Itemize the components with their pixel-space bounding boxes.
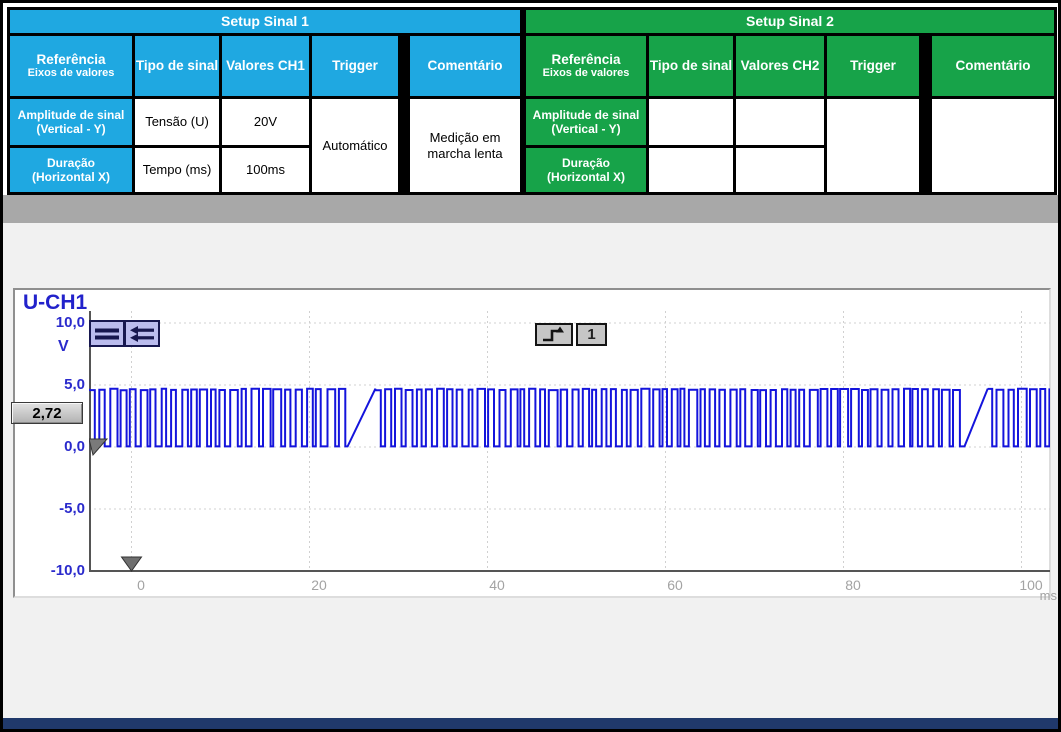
row-label-sub: (Vertical - Y) — [36, 122, 106, 136]
x-tick-80: 80 — [845, 577, 861, 593]
y-tick-0: 0,0 — [64, 438, 85, 455]
header-sub: Eixos de valores — [542, 67, 630, 80]
row-label-sub: (Horizontal X) — [547, 170, 625, 184]
column-header-tipo: Tipo de sinal — [649, 36, 733, 96]
status-bar — [3, 718, 1058, 729]
row-label: Amplitude de sinal — [17, 107, 125, 122]
double-left-arrow-icon — [130, 325, 154, 342]
row-label: Duração — [46, 155, 96, 170]
row-header-duracao: Duração (Horizontal X) — [10, 148, 132, 192]
cell-comentario-value[interactable] — [932, 99, 1054, 192]
row-label: Duração — [561, 155, 611, 170]
cell-tipo-amplitude[interactable]: Tensão (U) — [135, 99, 219, 145]
header-main: Referência — [551, 51, 621, 67]
header-main: Referência — [36, 51, 106, 67]
trigger-indicator: 1 — [535, 323, 607, 346]
table-title: Setup Sinal 2 — [526, 10, 1054, 33]
column-header-trigger: Trigger — [312, 36, 398, 96]
column-header-comentario: Comentário — [932, 36, 1054, 96]
row-header-amplitude: Amplitude de sinal (Vertical - Y) — [10, 99, 132, 145]
cell-trigger-value[interactable] — [827, 99, 919, 192]
trigger-channel-button[interactable]: 1 — [576, 323, 607, 346]
rising-edge-icon — [543, 326, 564, 342]
column-header-referencia: Referência Eixos de valores — [526, 36, 646, 96]
measured-value-readout[interactable]: 2,72 — [11, 402, 83, 424]
column-header-valores-ch1: Valores CH1 — [222, 36, 309, 96]
column-header-valores-ch2: Valores CH2 — [736, 36, 824, 96]
separator-band — [3, 195, 1058, 223]
x-tick-60: 60 — [667, 577, 683, 593]
column-header-trigger: Trigger — [827, 36, 919, 96]
waveform-plot[interactable] — [89, 311, 1050, 573]
oscilloscope-panel: U-CH1 10,0 5,0 0,0 -5,0 -10,0 V 2,72 — [11, 288, 1057, 603]
cell-valor-duracao[interactable] — [736, 148, 824, 192]
trigger-edge-button[interactable] — [535, 323, 573, 346]
x-tick-20: 20 — [311, 577, 327, 593]
header-sub: Eixos de valores — [27, 67, 115, 80]
cell-valor-amplitude[interactable] — [736, 99, 824, 145]
cell-trigger-value[interactable]: Automático — [312, 99, 398, 192]
row-header-amplitude: Amplitude de sinal (Vertical - Y) — [526, 99, 646, 145]
cell-tipo-amplitude[interactable] — [649, 99, 733, 145]
y-axis-unit-label: V — [58, 338, 69, 355]
column-header-comentario: Comentário — [410, 36, 520, 96]
y-tick-m10: -10,0 — [50, 562, 85, 579]
scale-toolbar — [89, 320, 160, 347]
shift-left-button[interactable] — [124, 320, 160, 347]
column-header-referencia: Referência Eixos de valores — [10, 36, 132, 96]
row-header-duracao: Duração (Horizontal X) — [526, 148, 646, 192]
row-label-sub: (Horizontal X) — [32, 170, 110, 184]
cell-valor-amplitude[interactable]: 20V — [222, 99, 309, 145]
row-label: Amplitude de sinal — [532, 107, 640, 122]
parallel-lines-icon — [95, 328, 119, 339]
cell-tipo-duracao[interactable]: Tempo (ms) — [135, 148, 219, 192]
parallel-lines-button[interactable] — [89, 320, 125, 347]
channel-label: U-CH1 — [23, 291, 88, 314]
x-tick-0: 0 — [137, 577, 145, 593]
setup-sinal-1-table: Setup Sinal 1 Referência Eixos de valore… — [7, 7, 523, 195]
y-tick-5: 5,0 — [64, 376, 85, 393]
y-tick-10: 10,0 — [55, 314, 85, 331]
row-label-sub: (Vertical - Y) — [551, 122, 621, 136]
x-tick-100: 100 — [1019, 577, 1043, 593]
x-axis-unit-label: ms — [1039, 588, 1057, 603]
cell-valor-duracao[interactable]: 100ms — [222, 148, 309, 192]
y-tick-m5: -5,0 — [59, 500, 85, 517]
setup-sinal-2-table: Setup Sinal 2 Referência Eixos de valore… — [523, 7, 1057, 195]
column-header-tipo: Tipo de sinal — [135, 36, 219, 96]
x-tick-40: 40 — [489, 577, 505, 593]
table-title: Setup Sinal 1 — [10, 10, 520, 33]
cell-comentario-value[interactable]: Medição em marcha lenta — [410, 99, 520, 192]
cell-tipo-duracao[interactable] — [649, 148, 733, 192]
